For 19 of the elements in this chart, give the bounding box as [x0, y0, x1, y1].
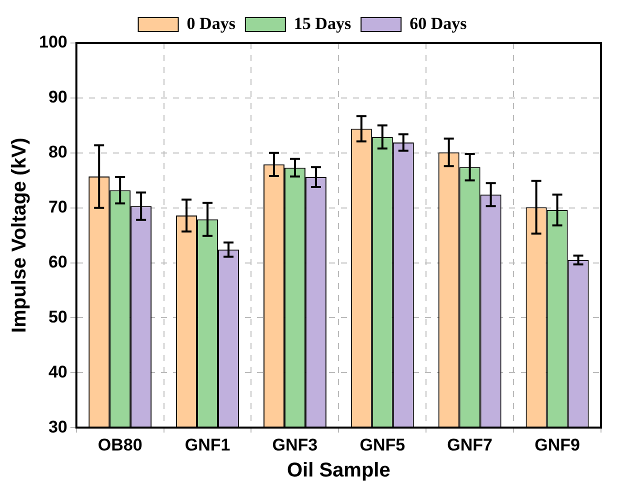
y-tick-label: 90 [48, 88, 68, 107]
y-tick-label: 30 [48, 417, 68, 436]
legend-label: 15 Days [294, 14, 352, 33]
x-tick-label: GNF9 [534, 435, 580, 454]
x-tick-label: OB80 [98, 435, 142, 454]
y-tick-label: 80 [48, 142, 68, 162]
y-tick-label: 50 [48, 307, 68, 326]
legend-label: 0 Days [186, 14, 236, 33]
x-tick-label: GNF5 [360, 435, 406, 454]
x-tick-label: GNF7 [447, 435, 493, 454]
y-tick-label: 40 [48, 362, 68, 382]
y-tick-label: 60 [48, 252, 68, 272]
x-axis-title: Oil Sample [286, 460, 390, 482]
legend-label: 60 Days [410, 14, 468, 33]
y-axis-title: Impulse Voltage (kV) [8, 138, 31, 333]
y-tick-label: 70 [48, 198, 68, 217]
y-tick-label: 100 [38, 32, 68, 52]
x-tick-label: GNF3 [272, 435, 318, 454]
x-tick-label: GNF1 [184, 435, 230, 454]
